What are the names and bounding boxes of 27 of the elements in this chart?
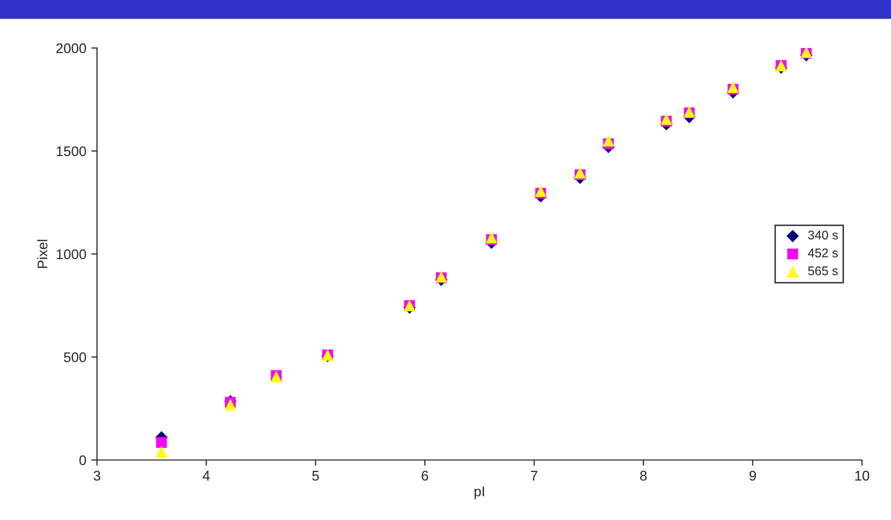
point <box>486 232 498 244</box>
legend-label: 565 s <box>808 266 838 276</box>
x-tick-label: 5 <box>312 470 319 481</box>
point <box>534 185 547 197</box>
y-tick-label: 500 <box>64 352 86 362</box>
x-tick-label: 6 <box>422 470 428 481</box>
y-axis-title: Pixel <box>37 240 48 268</box>
point <box>727 81 739 93</box>
point <box>602 134 614 147</box>
point <box>156 437 167 448</box>
y-tick-label: 0 <box>79 455 86 466</box>
x-tick-label: 8 <box>640 470 647 481</box>
point <box>574 166 586 178</box>
x-axis-title: pI <box>474 486 484 500</box>
point <box>660 113 672 125</box>
point <box>224 398 236 410</box>
legend-label: 340 s <box>808 230 838 240</box>
legend-label: 452 s <box>808 248 838 258</box>
y-tick-label: 1500 <box>56 146 86 156</box>
point <box>156 446 168 458</box>
x-tick-label: 7 <box>530 470 538 480</box>
x-tick-label: 4 <box>202 470 210 480</box>
y-tick-label: 1000 <box>56 249 86 260</box>
y-tick-label: 2000 <box>56 43 86 54</box>
x-tick-label: 9 <box>750 470 756 481</box>
x-tick-label: 3 <box>94 470 100 481</box>
x-tick-label: 10 <box>855 470 870 481</box>
